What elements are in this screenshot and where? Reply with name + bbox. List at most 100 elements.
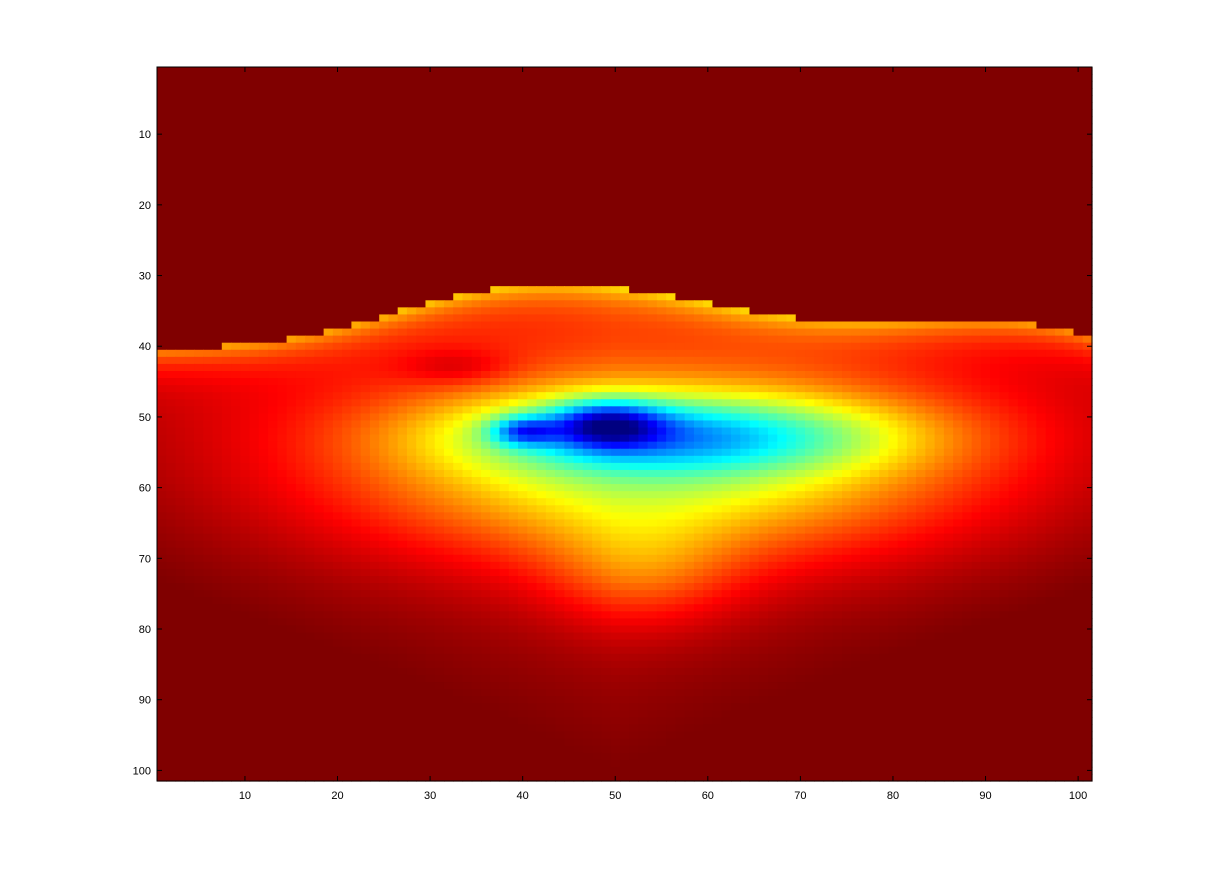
heatmap-cell: [758, 158, 769, 167]
heatmap-cell: [314, 180, 325, 188]
heatmap-cell: [277, 321, 288, 330]
heatmap-cell: [693, 272, 704, 280]
heatmap-cell: [832, 363, 843, 372]
heatmap-cell: [416, 370, 427, 379]
heatmap-cell: [823, 378, 834, 386]
heatmap-cell: [666, 116, 677, 125]
heatmap-cell: [462, 250, 473, 259]
heatmap-cell: [1054, 378, 1065, 386]
heatmap-cell: [953, 215, 963, 224]
heatmap-cell: [990, 165, 1001, 174]
heatmap-cell: [1045, 222, 1056, 231]
heatmap-cell: [980, 158, 991, 167]
heatmap-cell: [166, 123, 177, 132]
heatmap-cell: [851, 286, 862, 294]
heatmap-cell: [906, 137, 917, 146]
heatmap-cell: [786, 370, 797, 379]
heatmap-cell: [258, 342, 269, 351]
heatmap-cell: [536, 165, 547, 174]
heatmap-cell: [712, 307, 723, 316]
heatmap-cell: [953, 116, 963, 125]
heatmap-cell: [416, 250, 427, 259]
heatmap-cell: [471, 413, 482, 422]
heatmap-cell: [434, 399, 445, 407]
heatmap-cell: [268, 208, 278, 217]
heatmap-cell: [277, 74, 288, 82]
heatmap-cell: [221, 116, 232, 125]
heatmap-cell: [814, 109, 825, 118]
heatmap-cell: [906, 144, 917, 153]
heatmap-cell: [795, 201, 806, 209]
heatmap-cell: [342, 363, 353, 372]
heatmap-cell: [638, 151, 649, 160]
heatmap-cell: [869, 392, 880, 400]
heatmap-cell: [268, 158, 278, 167]
heatmap-cell: [518, 144, 528, 153]
heatmap-cell: [805, 363, 815, 372]
heatmap-cell: [675, 229, 686, 238]
heatmap-cell: [582, 250, 593, 259]
heatmap-cell: [869, 116, 880, 125]
heatmap-cell: [851, 180, 862, 188]
heatmap-cell: [1064, 158, 1075, 167]
heatmap-cell: [462, 187, 473, 195]
heatmap-cell: [999, 356, 1010, 365]
heatmap-cell: [703, 307, 714, 316]
heatmap-cell: [184, 74, 195, 82]
heatmap-cell: [906, 392, 917, 400]
heatmap-cell: [471, 67, 482, 75]
heatmap-cell: [999, 349, 1010, 358]
heatmap-cell: [527, 413, 538, 422]
heatmap-cell: [934, 300, 945, 308]
heatmap-cell: [286, 356, 297, 365]
heatmap-cell: [518, 208, 528, 217]
heatmap-cell: [194, 165, 204, 174]
heatmap-cell: [1017, 215, 1028, 224]
heatmap-cell: [962, 165, 973, 174]
heatmap-cell: [240, 151, 251, 160]
heatmap-cell: [906, 158, 917, 167]
heatmap-cell: [545, 286, 556, 294]
heatmap-cell: [879, 81, 889, 89]
heatmap-cell: [1008, 158, 1019, 167]
heatmap-cell: [647, 215, 658, 224]
heatmap-cell: [369, 307, 380, 316]
heatmap-cell: [675, 109, 686, 118]
heatmap-cell: [332, 144, 343, 153]
heatmap-cell: [740, 88, 751, 96]
heatmap-cell: [471, 399, 482, 407]
heatmap-cell: [221, 385, 232, 393]
heatmap-cell: [175, 109, 186, 118]
heatmap-cell: [406, 208, 417, 217]
heatmap-cell: [943, 293, 954, 301]
heatmap-cell: [869, 279, 880, 287]
heatmap-cell: [490, 286, 501, 294]
heatmap-cell: [360, 385, 371, 393]
heatmap-cell: [268, 102, 278, 111]
heatmap-cell: [703, 208, 714, 217]
heatmap-cell: [527, 385, 538, 393]
heatmap-cell: [277, 95, 288, 103]
heatmap-cell: [1008, 180, 1019, 188]
heatmap-cell: [1073, 314, 1084, 323]
heatmap-cell: [684, 300, 695, 308]
heatmap-cell: [406, 95, 417, 103]
heatmap-cell: [638, 187, 649, 195]
heatmap-cell: [777, 201, 788, 209]
heatmap-cell: [851, 378, 862, 386]
heatmap-cell: [527, 279, 538, 287]
heatmap-cell: [823, 201, 834, 209]
heatmap-cell: [527, 335, 538, 344]
heatmap-cell: [638, 173, 649, 181]
heatmap-cell: [471, 243, 482, 252]
heatmap-cell: [879, 286, 889, 294]
heatmap-cell: [601, 222, 612, 231]
heatmap-cell: [416, 201, 427, 209]
heatmap-cell: [351, 279, 362, 287]
heatmap-cell: [767, 286, 778, 294]
heatmap-cell: [332, 300, 343, 308]
heatmap-cell: [258, 328, 269, 337]
heatmap-cell: [749, 279, 760, 287]
heatmap-cell: [1045, 187, 1056, 195]
heatmap-cell: [805, 293, 815, 301]
